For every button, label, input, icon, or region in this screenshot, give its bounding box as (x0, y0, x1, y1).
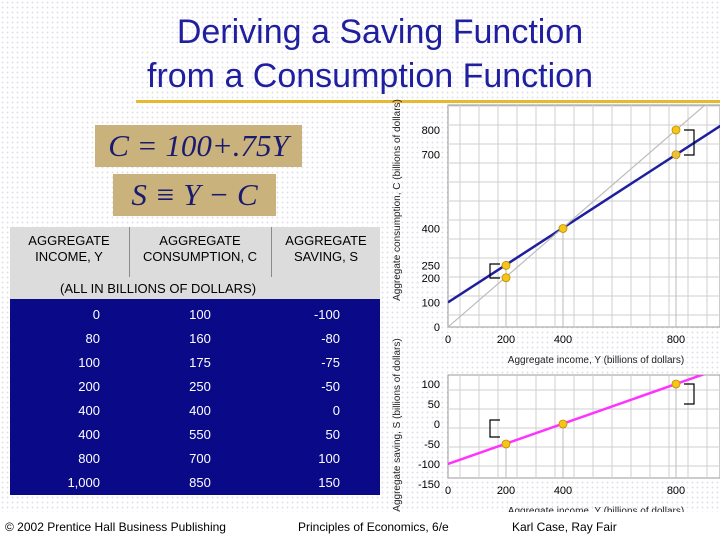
cell-consumption: 700 (189, 451, 211, 466)
cell-saving: -80 (321, 331, 340, 346)
cell-consumption: 160 (189, 331, 211, 346)
bracket-bottom-right (684, 383, 695, 405)
y-tick-label: 0 (434, 322, 440, 334)
data-point (671, 125, 681, 135)
x-axis-label: Aggregate income, Y (billions of dollars… (508, 506, 684, 517)
header-saving-line2: SAVING, S (293, 249, 359, 264)
y-tick-label: 700 (422, 150, 440, 162)
table-header: AGGREGATE INCOME, Y AGGREGATE CONSUMPTIO… (10, 227, 380, 299)
header-consumption-line2: CONSUMPTION, C (142, 249, 258, 264)
footer: © 2002 Prentice Hall Business Publishing… (0, 512, 720, 540)
x-tick-label: 0 (445, 485, 451, 497)
cell-income: 1,000 (67, 475, 100, 490)
cell-consumption: 250 (189, 379, 211, 394)
y-tick-label: 0 (434, 419, 440, 431)
x-tick-label: 800 (667, 334, 685, 346)
cell-income: 100 (78, 355, 100, 370)
series-line (448, 124, 720, 304)
cell-saving: 150 (318, 475, 340, 490)
header-income-line2: INCOME, Y (35, 249, 103, 264)
header-consumption: AGGREGATE CONSUMPTION, C (130, 233, 270, 265)
header-divider (129, 227, 130, 277)
series-line (448, 105, 705, 327)
cell-saving: 50 (325, 427, 340, 442)
data-point (501, 261, 511, 270)
y-tick-label: -50 (424, 439, 440, 451)
table-row: 100 175 -75 (10, 351, 380, 375)
cell-consumption: 175 (189, 355, 211, 370)
y-tick-label: 800 (422, 125, 440, 137)
table-row: 1,000 850 150 (10, 471, 380, 495)
data-point (501, 439, 511, 449)
data-point (558, 224, 568, 233)
table-row: 200 250 -50 (10, 375, 380, 399)
cell-consumption: 550 (189, 427, 211, 442)
series-line (448, 375, 706, 466)
title-underline (136, 100, 720, 103)
cell-income: 800 (78, 451, 100, 466)
footer-authors: Karl Case, Ray Fair (512, 520, 617, 534)
page-title-line2: from a Consumption Function (147, 57, 593, 95)
table-units-note: (ALL IN BILLIONS OF DOLLARS) (60, 281, 257, 296)
y-tick-label: 200 (422, 273, 440, 285)
header-divider (271, 227, 272, 277)
x-tick-label: 400 (554, 485, 572, 497)
table-row: 0 100 -100 (10, 303, 380, 327)
header-income-line1: AGGREGATE (28, 233, 110, 248)
cell-saving: -100 (313, 307, 340, 322)
cell-saving: -75 (321, 355, 340, 370)
data-point (558, 419, 568, 429)
footer-book: Principles of Economics, 6/e (298, 520, 449, 534)
cell-income: 400 (78, 403, 100, 418)
x-tick-label: 200 (497, 485, 515, 497)
y-axis-label: Aggregate consumption, C (billions of do… (392, 99, 403, 301)
page-title-line1: Deriving a Saving Function (176, 13, 584, 51)
saving-formula: S ≡ Y − C (113, 174, 276, 216)
bracket-bottom-left (489, 419, 500, 438)
cell-income: 200 (78, 379, 100, 394)
header-income: AGGREGATE INCOME, Y (10, 233, 128, 265)
plot-area (447, 104, 720, 328)
header-saving-line1: AGGREGATE (285, 233, 367, 248)
cell-consumption: 100 (189, 307, 211, 322)
bracket-top-left (489, 263, 500, 279)
table-row: 400 550 50 (10, 423, 380, 447)
cell-income: 0 (92, 307, 100, 322)
data-point (671, 379, 681, 389)
plot-area (447, 374, 720, 479)
y-tick-label: 100 (422, 297, 440, 309)
cell-consumption: 400 (189, 403, 211, 418)
bracket-top-right (684, 129, 695, 156)
table-row: 80 160 -80 (10, 327, 380, 351)
cell-saving: 0 (332, 403, 340, 418)
y-tick-label: -150 (418, 479, 440, 491)
y-tick-label: 250 (422, 260, 440, 272)
y-tick-label: 400 (422, 224, 440, 236)
cell-income: 80 (85, 331, 100, 346)
y-tick-label: 50 (428, 399, 440, 411)
x-tick-label: 400 (554, 334, 572, 346)
x-axis-label: Aggregate income, Y (billions of dollars… (508, 355, 684, 366)
table-body: 0 100 -100 80 160 -80 100 175 -75 200 25… (10, 299, 380, 495)
header-saving: AGGREGATE SAVING, S (272, 233, 380, 265)
y-tick-label: -100 (418, 459, 440, 471)
cell-income: 400 (78, 427, 100, 442)
cell-consumption: 850 (189, 475, 211, 490)
x-tick-label: 200 (497, 334, 515, 346)
consumption-formula: C = 100+.75Y (95, 125, 302, 167)
y-axis-label: Aggregate saving, S (billions of dollars… (392, 338, 403, 511)
table-row: 400 400 0 (10, 399, 380, 423)
table-row: 800 700 100 (10, 447, 380, 471)
cell-saving: -50 (321, 379, 340, 394)
header-consumption-line1: AGGREGATE (159, 233, 241, 248)
y-tick-label: 100 (422, 379, 440, 391)
x-tick-label: 0 (445, 334, 451, 346)
x-tick-label: 800 (667, 485, 685, 497)
data-point (501, 273, 511, 283)
footer-copyright: © 2002 Prentice Hall Business Publishing (5, 520, 226, 534)
cell-saving: 100 (318, 451, 340, 466)
